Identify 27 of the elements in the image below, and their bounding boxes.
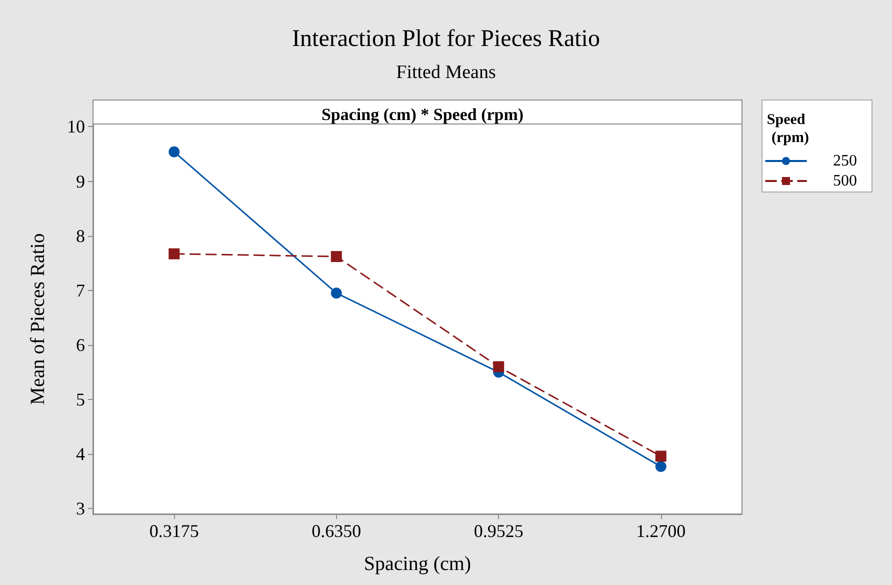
x-tick-label: 1.2700 bbox=[636, 521, 686, 541]
point bbox=[168, 248, 180, 260]
point bbox=[493, 361, 504, 372]
y-axis-title: Mean of Pieces Ratio bbox=[27, 233, 49, 405]
y-tick-label: 4 bbox=[76, 444, 85, 464]
x-axis-title: Spacing (cm) bbox=[364, 553, 472, 575]
y-tick-label: 3 bbox=[76, 498, 85, 519]
point bbox=[655, 450, 666, 462]
legend-label: 250 bbox=[833, 152, 857, 170]
x-tick-label: 0.6350 bbox=[312, 521, 362, 541]
point bbox=[655, 461, 666, 472]
point bbox=[168, 146, 180, 158]
y-tick-label: 9 bbox=[76, 171, 85, 192]
y-tick-label: 8 bbox=[76, 226, 85, 246]
y-tick-label: 7 bbox=[76, 280, 85, 300]
y-tick-label: 6 bbox=[76, 334, 85, 355]
chart-title: Interaction Plot for Pieces Ratio bbox=[292, 26, 600, 52]
chart-subtitle: Fitted Means bbox=[396, 62, 496, 83]
point bbox=[330, 288, 342, 299]
legend-label: 500 bbox=[833, 172, 857, 190]
text: Spacing (cm) * Speed (rpm) bbox=[321, 105, 524, 124]
legend-title: Speed (rpm) bbox=[766, 112, 809, 146]
x-tick-label: 0.3175 bbox=[149, 521, 199, 541]
y-tick-label: 5 bbox=[76, 389, 85, 410]
point bbox=[330, 251, 342, 262]
x-tick-label: 0.9525 bbox=[474, 521, 524, 541]
y-tick-label: 10 bbox=[67, 116, 85, 137]
